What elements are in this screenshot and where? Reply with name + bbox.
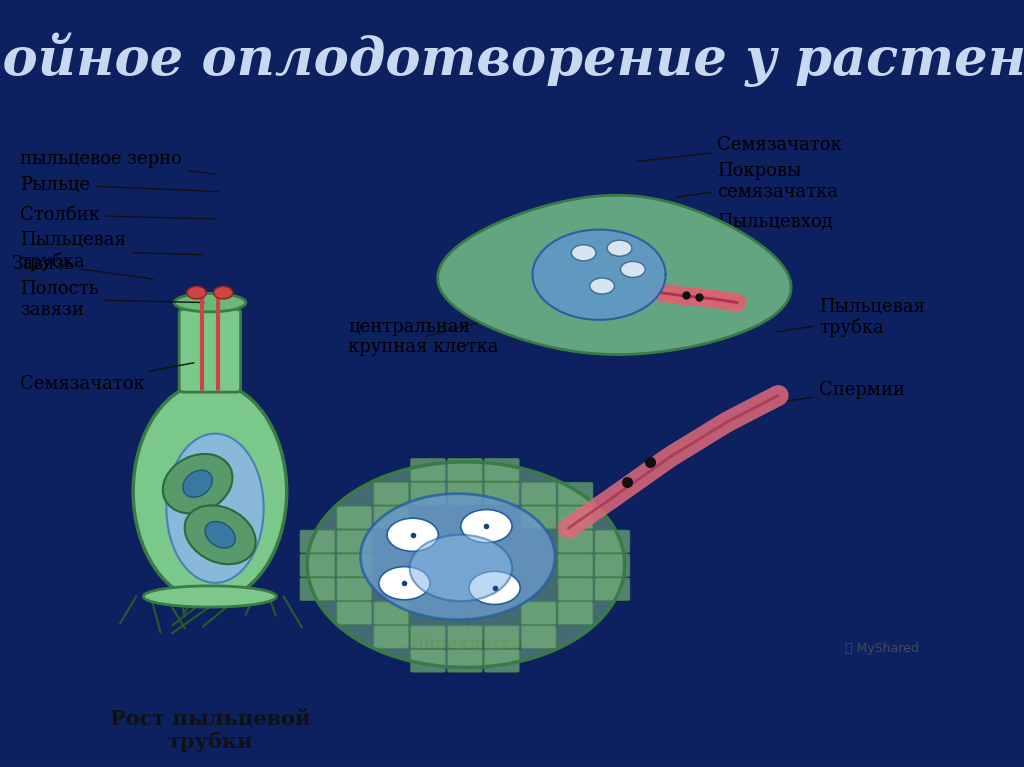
Text: Яйцеклетка: Яйцеклетка <box>409 578 523 653</box>
Ellipse shape <box>461 509 512 543</box>
Text: Завязь: Завязь <box>12 255 153 279</box>
Text: Пыльцевая
трубка: Пыльцевая трубка <box>776 297 925 337</box>
Text: Столбик: Столбик <box>20 206 214 224</box>
FancyBboxPatch shape <box>337 554 372 577</box>
Polygon shape <box>532 229 666 320</box>
Ellipse shape <box>163 454 232 513</box>
FancyBboxPatch shape <box>411 626 445 648</box>
Text: Спермии: Спермии <box>773 381 905 403</box>
Ellipse shape <box>133 382 287 601</box>
FancyBboxPatch shape <box>411 650 445 672</box>
Ellipse shape <box>410 535 512 601</box>
Text: Семязачаток: Семязачаток <box>636 137 842 162</box>
Ellipse shape <box>166 433 264 583</box>
Ellipse shape <box>184 505 256 565</box>
FancyBboxPatch shape <box>595 530 630 553</box>
FancyBboxPatch shape <box>337 578 372 601</box>
Ellipse shape <box>469 571 520 604</box>
Text: Рост пыльцевой
трубки: Рост пыльцевой трубки <box>110 709 310 752</box>
Ellipse shape <box>183 470 212 497</box>
Text: 📺 MyShared: 📺 MyShared <box>845 643 919 656</box>
FancyBboxPatch shape <box>179 309 241 392</box>
FancyBboxPatch shape <box>374 482 409 505</box>
Polygon shape <box>437 196 792 354</box>
FancyBboxPatch shape <box>447 626 482 648</box>
FancyBboxPatch shape <box>374 506 409 528</box>
FancyBboxPatch shape <box>300 554 335 577</box>
FancyBboxPatch shape <box>300 530 335 553</box>
FancyBboxPatch shape <box>447 650 482 672</box>
Ellipse shape <box>607 240 632 256</box>
Text: Семязачаток: Семязачаток <box>20 363 194 393</box>
FancyBboxPatch shape <box>521 626 556 648</box>
Ellipse shape <box>590 278 614 294</box>
Ellipse shape <box>387 518 438 551</box>
Text: пыльцевое зерно: пыльцевое зерно <box>20 150 215 174</box>
FancyBboxPatch shape <box>447 482 482 505</box>
FancyBboxPatch shape <box>447 459 482 481</box>
FancyBboxPatch shape <box>484 482 519 505</box>
Ellipse shape <box>205 522 236 548</box>
FancyBboxPatch shape <box>521 602 556 624</box>
FancyBboxPatch shape <box>521 506 556 528</box>
Ellipse shape <box>186 286 206 299</box>
Ellipse shape <box>360 494 555 620</box>
Ellipse shape <box>379 567 430 600</box>
Ellipse shape <box>621 262 645 278</box>
FancyBboxPatch shape <box>558 482 593 505</box>
FancyBboxPatch shape <box>595 578 630 601</box>
Text: Двойное оплодотворение у растений: Двойное оплодотворение у растений <box>0 33 1024 87</box>
FancyBboxPatch shape <box>558 554 593 577</box>
Polygon shape <box>307 462 625 667</box>
FancyBboxPatch shape <box>374 602 409 624</box>
FancyBboxPatch shape <box>411 482 445 505</box>
FancyBboxPatch shape <box>484 650 519 672</box>
Ellipse shape <box>143 586 276 607</box>
FancyBboxPatch shape <box>337 602 372 624</box>
Text: Покровы
семязачатка: Покровы семязачатка <box>677 163 838 201</box>
Ellipse shape <box>174 293 246 312</box>
FancyBboxPatch shape <box>337 530 372 553</box>
FancyBboxPatch shape <box>558 578 593 601</box>
Text: Пыльцевая
трубка: Пыльцевая трубка <box>20 231 202 271</box>
FancyBboxPatch shape <box>558 506 593 528</box>
FancyBboxPatch shape <box>558 602 593 624</box>
Text: Полость
завязи: Полость завязи <box>20 280 204 318</box>
Ellipse shape <box>213 286 233 299</box>
FancyBboxPatch shape <box>484 626 519 648</box>
Text: Пыльцевход: Пыльцевход <box>717 212 833 235</box>
FancyBboxPatch shape <box>374 626 409 648</box>
FancyBboxPatch shape <box>558 530 593 553</box>
Text: центральная
крупная клетка: центральная крупная клетка <box>348 318 499 357</box>
FancyBboxPatch shape <box>521 482 556 505</box>
FancyBboxPatch shape <box>337 506 372 528</box>
FancyBboxPatch shape <box>300 578 335 601</box>
FancyBboxPatch shape <box>411 459 445 481</box>
Text: Рыльце: Рыльце <box>20 176 218 193</box>
Ellipse shape <box>571 245 596 261</box>
FancyBboxPatch shape <box>595 554 630 577</box>
FancyBboxPatch shape <box>484 459 519 481</box>
